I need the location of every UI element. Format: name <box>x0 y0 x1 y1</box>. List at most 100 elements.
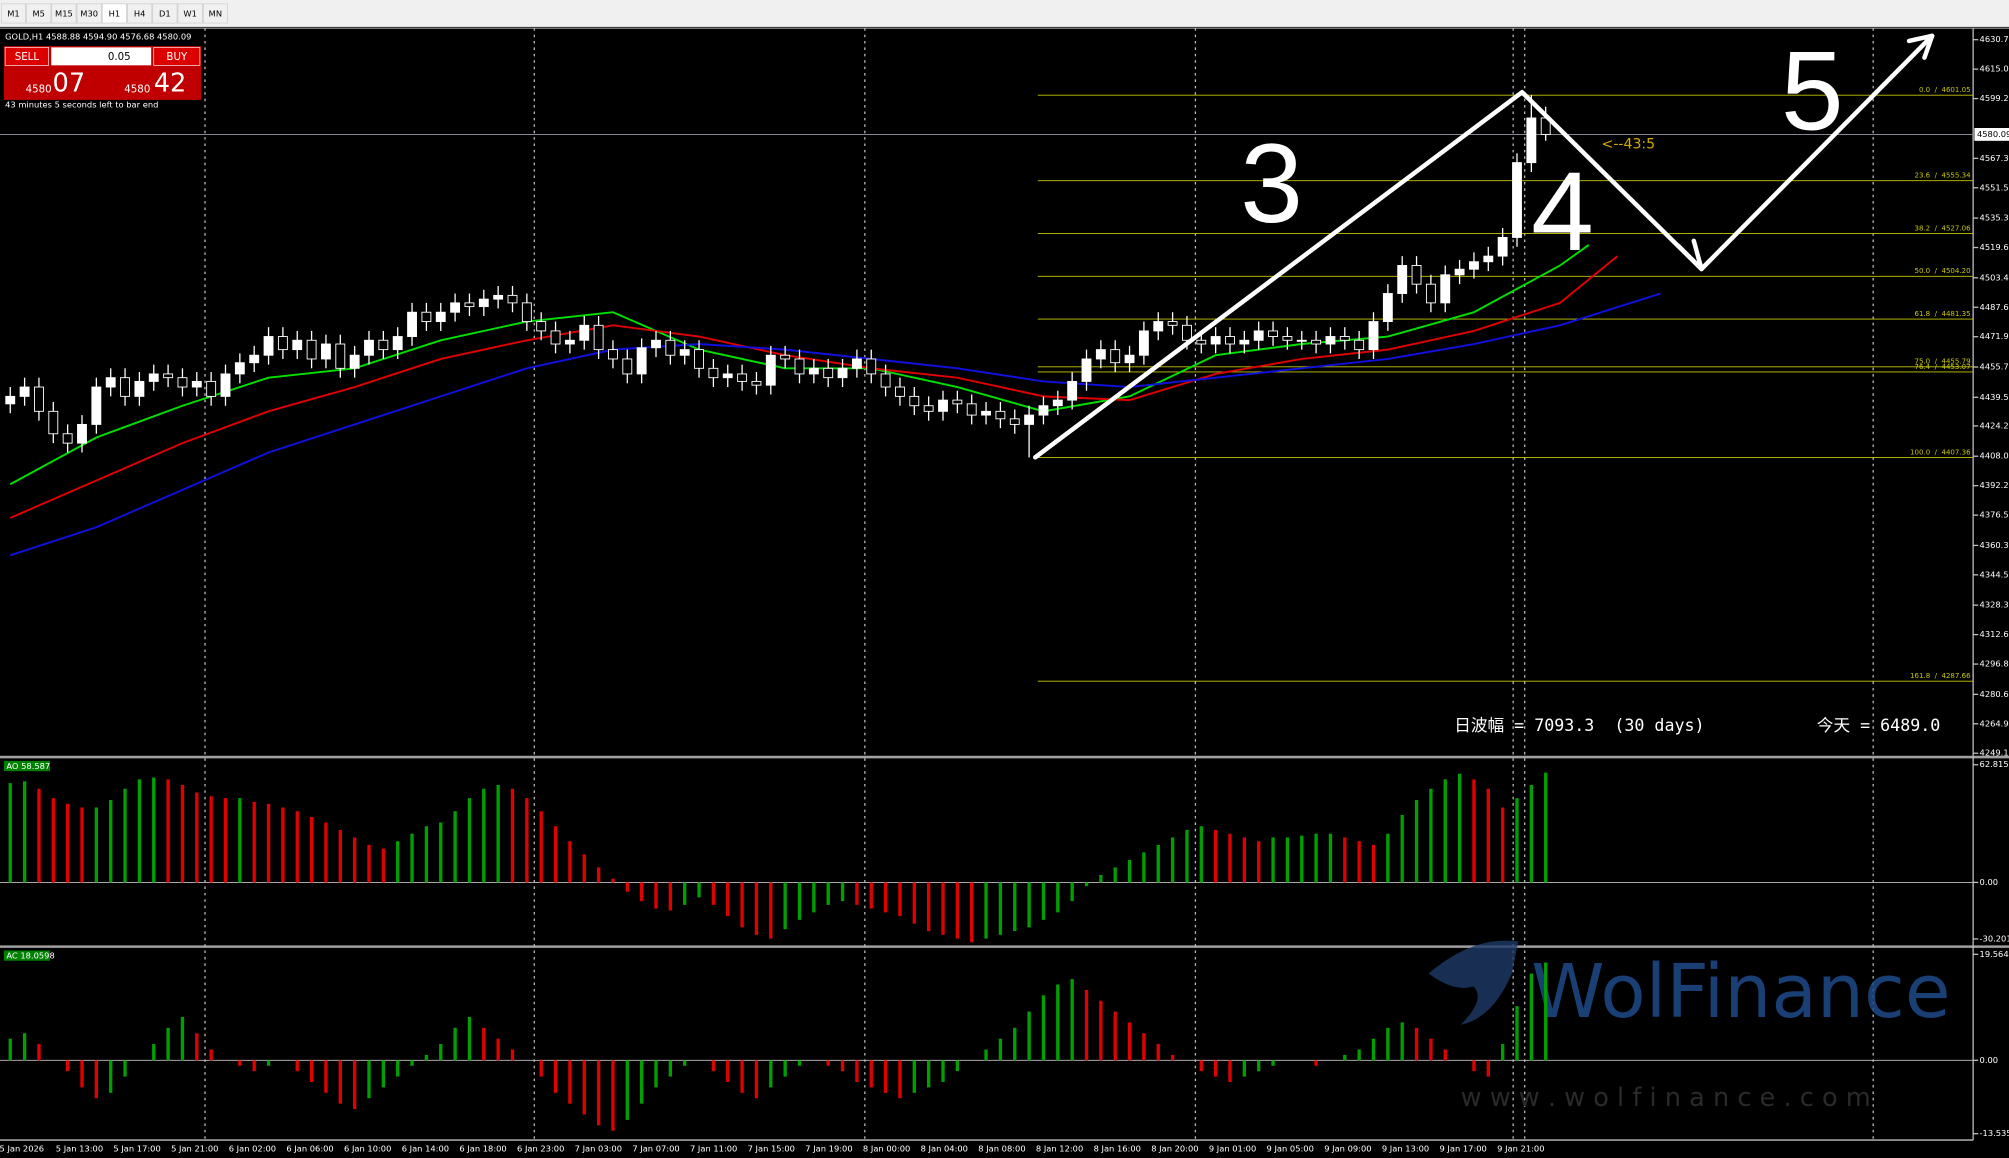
histogram-bar <box>1084 882 1089 887</box>
timeframe-label: M15 <box>55 9 73 19</box>
histogram-bar <box>309 1060 314 1082</box>
fib-label: 38.2 / 4527.06 <box>1915 223 1972 232</box>
timeframe-button[interactable] <box>152 3 178 24</box>
candle-body <box>421 311 432 323</box>
candle-body <box>435 311 446 323</box>
candle-body <box>909 395 920 407</box>
timeframe-button[interactable] <box>51 3 77 24</box>
histogram-bar <box>295 811 299 883</box>
histogram-bar <box>1199 826 1203 883</box>
candle-body <box>306 339 317 360</box>
ask-price: 4580 <box>124 84 150 96</box>
histogram-bar <box>1400 814 1404 883</box>
candle-body <box>91 386 102 425</box>
timeframe-button[interactable] <box>26 3 52 24</box>
histogram-bar <box>367 1060 371 1099</box>
histogram-bar <box>496 785 500 883</box>
histogram-bar <box>625 882 629 892</box>
histogram-bar <box>324 1060 328 1093</box>
buy-button[interactable] <box>153 47 201 66</box>
y-tick-label: 4615.00 <box>1980 64 2009 74</box>
histogram-bar <box>912 882 916 924</box>
histogram-bar <box>482 1027 486 1061</box>
candle-body <box>1253 330 1264 341</box>
histogram-bar <box>711 1060 716 1072</box>
x-tick-label: 6 Jan 10:00 <box>344 1144 391 1154</box>
histogram-bar <box>1056 984 1060 1061</box>
timeframe-button[interactable] <box>101 3 127 24</box>
histogram-bar <box>1486 788 1490 883</box>
histogram-bar <box>812 882 816 913</box>
histogram-bar <box>553 1060 558 1093</box>
x-tick-label: 6 Jan 18:00 <box>459 1144 506 1154</box>
histogram-bar <box>166 779 170 883</box>
candle-body <box>866 358 877 375</box>
candle-body <box>1210 336 1221 345</box>
sell-button[interactable] <box>4 47 50 66</box>
histogram-bar <box>668 882 673 911</box>
timeframe-button[interactable] <box>0 3 26 24</box>
histogram-bar <box>898 1060 902 1099</box>
histogram-bar <box>1314 1060 1318 1066</box>
timeframe-button[interactable] <box>202 3 228 24</box>
histogram-bar <box>1486 1060 1490 1077</box>
candle-body <box>550 330 561 345</box>
wave-label: 4 <box>1531 148 1594 274</box>
x-tick-label: 6 Jan 23:00 <box>517 1144 564 1154</box>
histogram-bar <box>1199 1060 1203 1072</box>
candle-body <box>1411 265 1422 285</box>
candle-body <box>851 358 862 369</box>
candle-body <box>507 294 518 304</box>
last-price-box <box>1974 128 2009 141</box>
histogram-bar <box>596 1060 601 1126</box>
histogram-bar <box>1500 1044 1505 1061</box>
candle-body <box>19 386 30 397</box>
x-tick-label: 9 Jan 09:00 <box>1324 1144 1371 1154</box>
histogram-bar <box>1414 799 1419 883</box>
timeframe-button[interactable] <box>177 3 203 24</box>
wave-drawing <box>1033 33 1935 460</box>
candle-body <box>536 321 547 332</box>
candle-body <box>335 343 346 369</box>
candle-body <box>1368 321 1379 351</box>
timeframe-button[interactable] <box>76 3 102 24</box>
histogram-bar <box>998 1038 1003 1061</box>
histogram-bar <box>453 811 457 883</box>
histogram-bar <box>1041 882 1046 920</box>
histogram-bar <box>1515 1006 1519 1061</box>
histogram-bar <box>8 1038 12 1061</box>
wave-label: 5 <box>1781 28 1844 154</box>
histogram-bar <box>1127 859 1132 883</box>
timeframe-label: MN <box>209 9 222 19</box>
histogram-bar <box>740 882 744 928</box>
histogram-bar <box>109 1060 113 1093</box>
histogram-bar <box>582 1060 586 1115</box>
timeframe-button[interactable] <box>127 3 153 24</box>
histogram-bar <box>367 844 371 883</box>
histogram-bar <box>51 798 55 883</box>
histogram-bar <box>984 882 988 939</box>
histogram-bar <box>137 779 142 883</box>
candle-body <box>249 354 260 364</box>
histogram-bar <box>754 1060 759 1099</box>
fib-label: 50.0 / 4504.20 <box>1915 266 1971 275</box>
histogram-bar <box>381 1060 386 1088</box>
histogram-bar <box>1084 989 1089 1061</box>
x-tick-label: 5 Jan 21:00 <box>171 1144 218 1154</box>
candle-body <box>564 339 575 345</box>
y-tick-label: 4519.60 <box>1980 242 2009 252</box>
y-tick-label: 4487.65 <box>1980 302 2009 312</box>
lot-input[interactable] <box>51 47 152 66</box>
histogram-bar <box>826 1060 830 1066</box>
timeframe-label: H1 <box>109 9 121 19</box>
histogram-bar <box>769 882 773 939</box>
histogram-bar <box>797 1060 802 1066</box>
histogram-bar <box>883 882 888 913</box>
histogram-bar <box>65 1060 70 1072</box>
y-tick-label: 4328.35 <box>1980 600 2009 610</box>
candle-body <box>1454 268 1465 276</box>
candle-body <box>1009 418 1020 425</box>
histogram-bar <box>1041 995 1046 1061</box>
